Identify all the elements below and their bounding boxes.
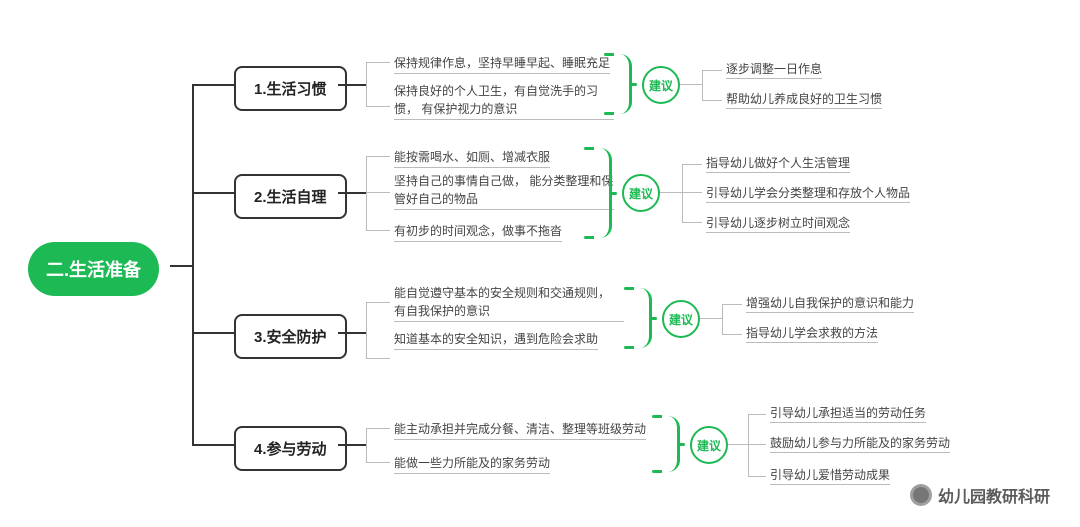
advice-4: 建议: [690, 426, 728, 464]
topic-4-detail-1: 能做一些力所能及的家务劳动: [394, 454, 550, 474]
topic-1: 1.生活习惯: [234, 66, 347, 111]
watermark: 幼儿园教研科研: [910, 483, 1050, 507]
mindmap-canvas: 二.生活准备 1.生活习惯 保持规律作息，坚持早睡早起、睡眠充足 保持良好的个人…: [0, 0, 1080, 527]
topic-2-tip-1: 引导幼儿学会分类整理和存放个人物品: [706, 184, 910, 203]
topic-1-detail-0: 保持规律作息，坚持早睡早起、睡眠充足: [394, 54, 610, 74]
brace-4: [662, 416, 680, 472]
topic-3-tip-0: 增强幼儿自我保护的意识和能力: [746, 294, 914, 313]
topic-4-tip-1: 鼓励幼儿参与力所能及的家务劳动: [770, 434, 950, 453]
wechat-icon: [910, 484, 932, 506]
topic-3-tip-1: 指导幼儿学会求救的方法: [746, 324, 878, 343]
topic-2-detail-2: 有初步的时间观念，做事不拖沓: [394, 222, 562, 242]
topic-4-detail-0: 能主动承担并完成分餐、清洁、整理等班级劳动: [394, 420, 646, 440]
topic-2-tip-0: 指导幼儿做好个人生活管理: [706, 154, 850, 173]
brace-2: [594, 148, 612, 238]
topic-1-tip-1: 帮助幼儿养成良好的卫生习惯: [726, 90, 882, 109]
topic-3: 3.安全防护: [234, 314, 347, 359]
brace-1: [614, 54, 632, 114]
advice-3: 建议: [662, 300, 700, 338]
advice-2: 建议: [622, 174, 660, 212]
watermark-label: 幼儿园教研科研: [938, 483, 1050, 507]
root-node: 二.生活准备: [28, 242, 159, 296]
brace-3: [634, 288, 652, 348]
topic-1-detail-1: 保持良好的个人卫生，有自觉洗手的习惯， 有保护视力的意识: [394, 82, 614, 120]
topic-1-tip-0: 逐步调整一日作息: [726, 60, 822, 79]
topic-2-tip-2: 引导幼儿逐步树立时间观念: [706, 214, 850, 233]
topic-2-detail-1: 坚持自己的事情自己做， 能分类整理和保管好自己的物品: [394, 172, 614, 210]
topic-3-detail-1: 知道基本的安全知识，遇到危险会求助: [394, 330, 598, 350]
topic-4-tip-2: 引导幼儿爱惜劳动成果: [770, 466, 890, 485]
topic-2: 2.生活自理: [234, 174, 347, 219]
advice-1: 建议: [642, 66, 680, 104]
topic-3-detail-0: 能自觉遵守基本的安全规则和交通规则， 有自我保护的意识: [394, 284, 624, 322]
topic-2-detail-0: 能按需喝水、如厕、增减衣服: [394, 148, 550, 168]
topic-4-tip-0: 引导幼儿承担适当的劳动任务: [770, 404, 926, 423]
topic-4: 4.参与劳动: [234, 426, 347, 471]
